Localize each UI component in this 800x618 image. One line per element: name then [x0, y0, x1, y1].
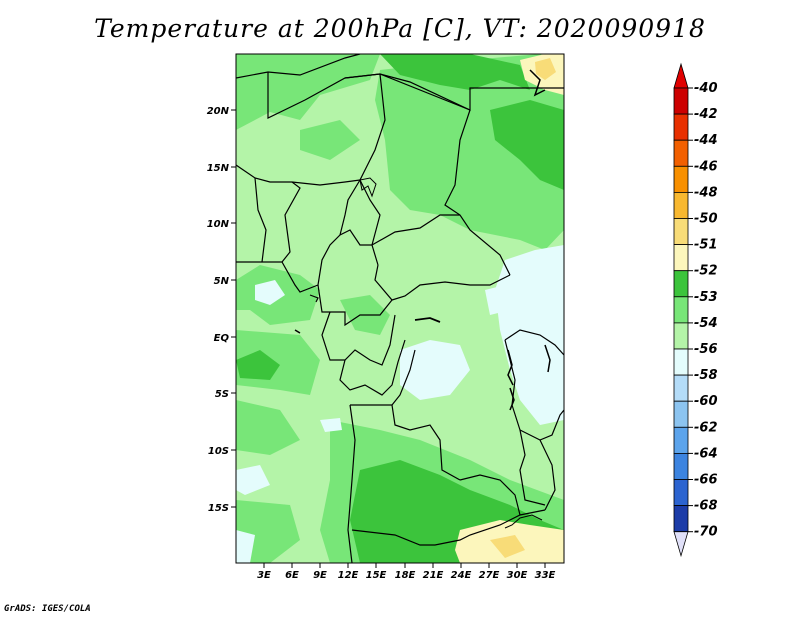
- lat-label-10n: 10N: [207, 219, 230, 230]
- colorbar-label: -51: [694, 238, 718, 253]
- lat-label-15s: 15S: [208, 503, 229, 514]
- colorbar-swatch: [673, 505, 689, 533]
- colorbar-swatch: [673, 165, 689, 193]
- colorbar-label: -53: [694, 290, 718, 305]
- lon-label-33e: 33E: [535, 570, 556, 581]
- lat-label-10s: 10S: [208, 446, 229, 457]
- lon-label-30e: 30E: [507, 570, 528, 581]
- colorbar-swatch: [673, 426, 689, 454]
- lon-label-15e: 15E: [366, 570, 387, 581]
- colorbar-label: -62: [694, 420, 718, 435]
- lat-label-eq: EQ: [214, 333, 230, 344]
- colorbar-swatch: [673, 452, 689, 480]
- colorbar-swatch: [673, 87, 689, 115]
- colorbar-label: -66: [694, 473, 718, 488]
- colorbar-legend: -40 -42 -44 -46 -48 -50 -51 -52 -53 -54 -56 -58 -60 -…: [673, 62, 718, 558]
- colorbar-swatch: [673, 244, 689, 272]
- colorbar-label: -54: [694, 316, 718, 331]
- colorbar-swatch: [673, 218, 689, 246]
- country-borders: [236, 54, 564, 563]
- colorbar-swatch: [673, 322, 689, 350]
- colorbar-label: -58: [694, 368, 718, 383]
- colorbar-label: -68: [694, 499, 718, 514]
- lon-label-6e: 6E: [285, 570, 299, 581]
- colorbar-label: -50: [694, 212, 718, 227]
- lat-label-15n: 15N: [207, 163, 230, 174]
- lon-label-21e: 21E: [423, 570, 444, 581]
- lon-label-3e: 3E: [257, 570, 271, 581]
- colorbar-swatch: [673, 270, 689, 298]
- colorbar-swatch: [673, 113, 689, 141]
- lat-label-5s: 5S: [215, 389, 229, 400]
- colorbar-label: -46: [694, 159, 718, 174]
- colorbar-bottom-arrow: [673, 531, 689, 558]
- colorbar-label: -40: [694, 81, 718, 96]
- colorbar-top-arrow: [673, 62, 689, 89]
- lat-label-5n: 5N: [214, 276, 230, 287]
- map-frame: [235, 53, 565, 564]
- lat-ticks: [231, 109, 236, 508]
- lon-label-27e: 27E: [479, 570, 500, 581]
- colorbar-swatch: [673, 296, 689, 324]
- lat-label-20n: 20N: [207, 106, 230, 117]
- lon-label-24e: 24E: [451, 570, 472, 581]
- colorbar-label: -60: [694, 394, 718, 409]
- colorbar-swatch: [673, 191, 689, 219]
- colorbar-swatch: [673, 139, 689, 167]
- colorbar-label: -48: [694, 185, 718, 200]
- colorbar-label: -44: [694, 133, 718, 148]
- colorbar-label: -52: [694, 264, 718, 279]
- colorbar-swatch: [673, 348, 689, 376]
- colorbar-label: -70: [694, 525, 718, 540]
- colorbar-label: -42: [694, 107, 718, 122]
- lon-label-12e: 12E: [338, 570, 359, 581]
- grads-credit: GrADS: IGES/COLA: [4, 604, 91, 614]
- lon-ticks: [263, 563, 546, 568]
- colorbar-swatch: [673, 479, 689, 507]
- colorbar-swatch: [673, 400, 689, 428]
- lon-label-18e: 18E: [395, 570, 416, 581]
- map-title: Temperature at 200hPa [C], VT: 202009091…: [94, 14, 706, 43]
- colorbar-label: -64: [694, 446, 718, 461]
- colorbar-label: -56: [694, 342, 718, 357]
- temperature-field: [236, 54, 564, 563]
- lon-label-9e: 9E: [313, 570, 327, 581]
- colorbar-swatch: [673, 374, 689, 402]
